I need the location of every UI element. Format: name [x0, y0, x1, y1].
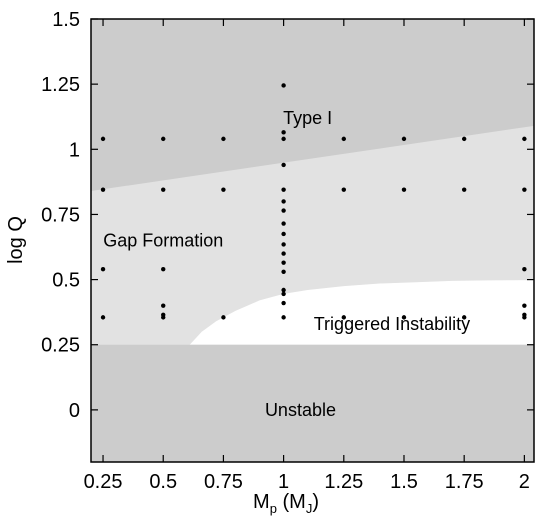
- data-point: [281, 136, 286, 142]
- data-point: [461, 187, 467, 192]
- data-point: [522, 136, 527, 142]
- data-point: [221, 187, 226, 192]
- plot-frame: [90, 18, 535, 463]
- data-point: [401, 315, 407, 320]
- region-label: Gap Formation: [103, 231, 223, 251]
- x-tick-label: 2: [519, 471, 530, 493]
- data-point: [281, 287, 286, 293]
- data-point: [522, 187, 527, 192]
- x-tick-label: 1.75: [445, 471, 484, 493]
- data-point: [522, 303, 527, 308]
- data-point: [341, 136, 346, 142]
- x-tick-label: 1: [278, 471, 289, 493]
- region-labels: Type I Gap Formation Triggered Instability…: [103, 108, 470, 420]
- plot-regions: [91, 19, 534, 462]
- data-point: [401, 136, 407, 142]
- region-type-i: [91, 19, 534, 191]
- data-point: [461, 136, 467, 142]
- data-point: [341, 315, 346, 320]
- y-axis-label: log Q: [5, 216, 27, 264]
- data-point: [341, 187, 346, 192]
- x-tick-label: 0.75: [204, 471, 243, 493]
- data-point: [522, 266, 527, 272]
- x-tick-label: 0.25: [84, 471, 123, 493]
- region-label: Unstable: [265, 400, 336, 420]
- region-triggered-instability: [189, 280, 534, 345]
- region-label: Type I: [283, 108, 332, 128]
- y-tick-label: 1: [69, 139, 80, 161]
- region-label: Triggered Instability: [314, 314, 470, 334]
- data-point: [161, 136, 166, 142]
- data-point: [281, 221, 286, 226]
- x-tick-label: 1.5: [390, 471, 418, 493]
- data-point: [161, 266, 166, 272]
- x-axis-label: Mp (MJ): [253, 491, 319, 516]
- data-point: [281, 269, 286, 274]
- x-tick-label: 0.5: [149, 471, 177, 493]
- data-point: [281, 187, 286, 192]
- data-point: [281, 291, 286, 297]
- data-point: [100, 266, 106, 272]
- data-point: [281, 208, 286, 213]
- data-point: [281, 242, 286, 247]
- y-tick-label: 1.25: [41, 74, 80, 96]
- data-point: [100, 315, 106, 320]
- data-point: [281, 162, 286, 168]
- data-point: [100, 187, 106, 192]
- data-point: [221, 315, 226, 320]
- y-tick-label: 0.75: [41, 204, 80, 226]
- data-point: [161, 303, 166, 308]
- data-point: [161, 312, 166, 317]
- y-tick-label: 0: [69, 400, 80, 422]
- axis-tick-labels: 0.25 0.5 0.75 1 1.25 1.5 1.75 2 0 0.25 0.5 0.75 1 1.2…: [41, 9, 530, 493]
- data-point: [461, 315, 467, 320]
- data-point: [522, 312, 527, 317]
- data-point: [281, 231, 286, 237]
- data-point: [281, 130, 286, 135]
- data-point: [281, 251, 286, 256]
- region-unstable: [91, 344, 534, 462]
- x-tick-label: 1.25: [324, 471, 363, 493]
- data-point: [221, 136, 226, 142]
- y-tick-label: 0.5: [52, 270, 80, 292]
- data-point: [281, 300, 286, 306]
- y-tick-label: 0.25: [41, 335, 80, 357]
- data-points: [100, 83, 527, 320]
- data-point: [281, 83, 286, 88]
- data-point: [401, 187, 407, 192]
- data-point: [281, 199, 286, 204]
- data-point: [161, 187, 166, 192]
- y-tick-label: 1.5: [52, 9, 80, 31]
- data-point: [281, 315, 286, 320]
- data-point: [100, 136, 106, 142]
- axis-ticks: [91, 18, 534, 462]
- data-point: [281, 260, 286, 265]
